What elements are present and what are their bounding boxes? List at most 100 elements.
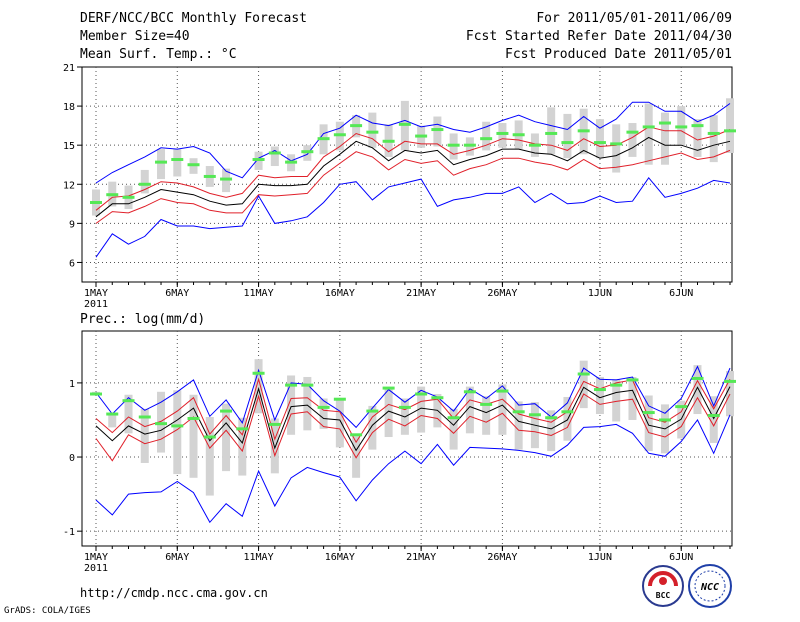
y-tick-label: 12 [63, 180, 75, 191]
bcc-logo-text: BCC [656, 591, 671, 600]
box-bar [140, 169, 149, 194]
x-tick-label: 26MAY [487, 288, 517, 299]
box-bar [173, 390, 182, 475]
series-max-line [95, 365, 731, 429]
y-tick-label: 9 [69, 219, 75, 230]
y-tick-label: 0 [69, 453, 75, 464]
box-bar [726, 371, 734, 417]
box-bar [140, 408, 149, 463]
series-upper-line [95, 126, 731, 211]
box-bar [270, 418, 279, 474]
box-bar [498, 384, 507, 435]
series-lower-line [95, 149, 731, 224]
x-tick-label: 1JUN [588, 288, 612, 299]
x-tick-label: 1JUN [588, 552, 612, 563]
box-bar [433, 116, 442, 147]
box-bar [726, 98, 734, 153]
header-for-range: For 2011/05/01-2011/06/09 [536, 11, 732, 26]
y-tick-label: 21 [63, 63, 75, 74]
box-bar [693, 119, 702, 157]
box-bar [547, 107, 556, 155]
box-bar [368, 112, 377, 148]
box-bar [628, 376, 637, 420]
x-tick-label: 26MAY [487, 552, 517, 563]
x-tick-label: 16MAY [325, 552, 355, 563]
header-refer-date: Fcst Started Refer Date 2011/04/30 [466, 29, 732, 44]
x-tick-label: 6JUN [669, 552, 693, 563]
box-bar [660, 112, 669, 165]
box-bar [189, 394, 198, 478]
box-bar [709, 396, 718, 443]
box-bar [173, 149, 182, 177]
box-bar [644, 395, 653, 452]
y-tick-label: 18 [63, 102, 75, 113]
box-bar [628, 123, 637, 157]
box-bar [612, 124, 621, 173]
series-mean-line [95, 136, 731, 218]
y-tick-label: 6 [69, 258, 75, 269]
box-bar [124, 394, 133, 434]
series-min-line [95, 176, 731, 258]
box-bar [465, 386, 474, 434]
grads-credit: GrADS: COLA/IGES [4, 606, 91, 616]
header-produced-date: Fcst Produced Date 2011/05/01 [505, 47, 732, 62]
ncc-logo: NCC [688, 564, 732, 608]
x-year-label: 2011 [84, 299, 108, 310]
footer-url[interactable]: http://cmdp.ncc.cma.gov.cn [80, 586, 268, 600]
box-bar [595, 376, 604, 415]
box-bar [254, 359, 263, 414]
x-tick-label: 21MAY [406, 552, 436, 563]
box-bar [482, 121, 491, 151]
box-bar [287, 375, 296, 435]
header-title: DERF/NCC/BCC Monthly Forecast [80, 11, 307, 26]
box-bar [612, 379, 621, 422]
y-tick-label: 1 [69, 379, 75, 390]
header-member-size: Member Size=40 [80, 29, 190, 44]
x-year-label: 2011 [84, 563, 108, 574]
y-tick-label: 15 [63, 141, 75, 152]
panel1-title: Mean Surf. Temp.: °C [80, 47, 237, 62]
series-min-line [95, 414, 731, 524]
x-tick-label: 11MAY [244, 288, 274, 299]
box-bar [303, 376, 312, 431]
box-bar [547, 410, 556, 452]
box-bar [222, 403, 231, 472]
box-bar [693, 365, 702, 415]
box-bar [368, 405, 377, 450]
x-tick-label: 6JUN [669, 288, 693, 299]
box-bar [270, 146, 279, 167]
box-bar [498, 123, 507, 148]
box-bar [157, 149, 166, 180]
box-bar [595, 119, 604, 159]
box-bar [319, 398, 328, 429]
ncc-logo-inner-ring [694, 570, 726, 602]
box-bar [417, 386, 426, 433]
y-tick-label: -1 [63, 527, 75, 538]
x-tick-label: 21MAY [406, 288, 436, 299]
box-bar [514, 401, 523, 450]
bcc-logo-dot [659, 577, 667, 585]
series-max-line [95, 101, 731, 184]
box-bar [238, 417, 247, 476]
temperature-panel: 6 9 12 15 18 21 1MAY 6MAY 11MAY 16MAY 21MAY 26MAY 1J… [63, 63, 736, 310]
box-bar [644, 103, 653, 165]
x-tick-label: 11MAY [244, 552, 274, 563]
box-bar [579, 360, 588, 409]
box-bar [482, 396, 491, 435]
box-bar [449, 408, 458, 450]
ncc-logo-text: NCC [700, 582, 719, 593]
panel2-title: Prec.: log(mm/d) [80, 312, 205, 327]
bcc-logo: BCC [642, 565, 684, 607]
x-tick-label: 6MAY [165, 552, 189, 563]
x-tick-label: 1MAY [84, 552, 108, 563]
x-tick-label: 1MAY [84, 288, 108, 299]
box-bar [205, 417, 214, 496]
series-mean-line [95, 386, 731, 452]
bcc-logo-arc [648, 571, 678, 587]
box-bar [384, 387, 393, 438]
box-bar [563, 113, 572, 159]
box-bar [709, 115, 718, 163]
